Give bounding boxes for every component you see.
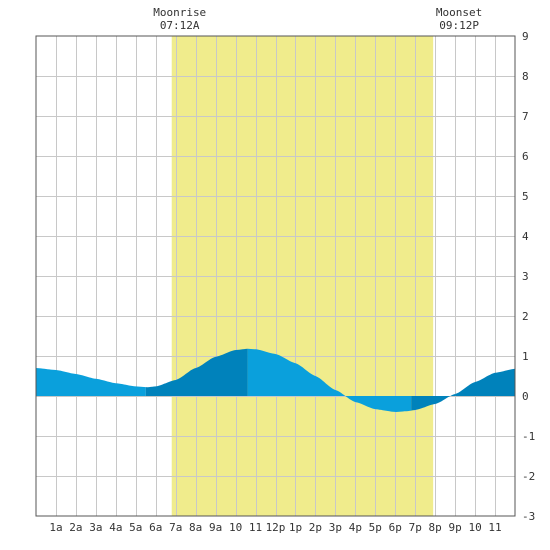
x-tick-label: 5p: [369, 521, 382, 534]
x-tick-label: 4p: [349, 521, 362, 534]
x-tick-label: 3a: [89, 521, 102, 534]
x-tick-label: 6p: [389, 521, 402, 534]
tide-area-segment-4: [411, 394, 456, 411]
x-tick-label: 8p: [429, 521, 442, 534]
x-tick-label: 7p: [409, 521, 422, 534]
x-tick-label: 2p: [309, 521, 322, 534]
x-tick-label: 1p: [289, 521, 302, 534]
x-tick-label: 10: [229, 521, 242, 534]
moon-event-label: Moonset: [436, 6, 482, 19]
y-tick-label: 4: [522, 230, 529, 243]
x-tick-label: 9p: [449, 521, 462, 534]
x-tick-label: 8a: [189, 521, 202, 534]
y-tick-label: 8: [522, 70, 529, 83]
y-tick-label: 5: [522, 190, 529, 203]
x-tick-label: 10: [468, 521, 481, 534]
x-tick-label: 9a: [209, 521, 222, 534]
y-tick-label: 9: [522, 30, 529, 43]
tide-area-layer: [36, 348, 515, 412]
moon-event-time: 09:12P: [439, 19, 479, 32]
tide-area-segment-3: [247, 348, 412, 412]
x-tick-label: 1a: [49, 521, 62, 534]
x-tick-label: 11: [249, 521, 262, 534]
y-tick-label: 1: [522, 350, 529, 363]
x-tick-labels: 1a 2a 3a 4a 5a 6a 7a 8a 9a 10 11 12p 1p 2p 3p 4p 5p 6p 7p 8…: [49, 521, 501, 534]
x-tick-label: 4a: [109, 521, 122, 534]
x-tick-label: 6a: [149, 521, 162, 534]
x-tick-label: 2a: [69, 521, 82, 534]
y-tick-label: 7: [522, 110, 529, 123]
y-tick-label: -3: [522, 510, 535, 523]
moon-event-label: Moonrise: [153, 6, 206, 19]
x-tick-label: 11: [488, 521, 501, 534]
tide-area-segment-5: [455, 368, 515, 396]
x-tick-label: 7a: [169, 521, 182, 534]
y-tick-label: -1: [522, 430, 535, 443]
tide-area-segment-2: [145, 348, 248, 396]
y-tick-label: 3: [522, 270, 529, 283]
tide-area-segment-1: [36, 368, 146, 396]
y-tick-label: -2: [522, 470, 535, 483]
y-tick-label: 2: [522, 310, 529, 323]
x-tick-label: 3p: [329, 521, 342, 534]
y-tick-labels: -3 -2 -1 0 1 2 3 4 5 6 7 8 9: [522, 30, 535, 523]
y-tick-label: 0: [522, 390, 529, 403]
moon-event-time: 07:12A: [160, 19, 200, 32]
x-tick-label: 5a: [129, 521, 142, 534]
plot-frame: [35, 35, 516, 517]
x-tick-label: 12p: [266, 521, 286, 534]
y-tick-label: 6: [522, 150, 529, 163]
